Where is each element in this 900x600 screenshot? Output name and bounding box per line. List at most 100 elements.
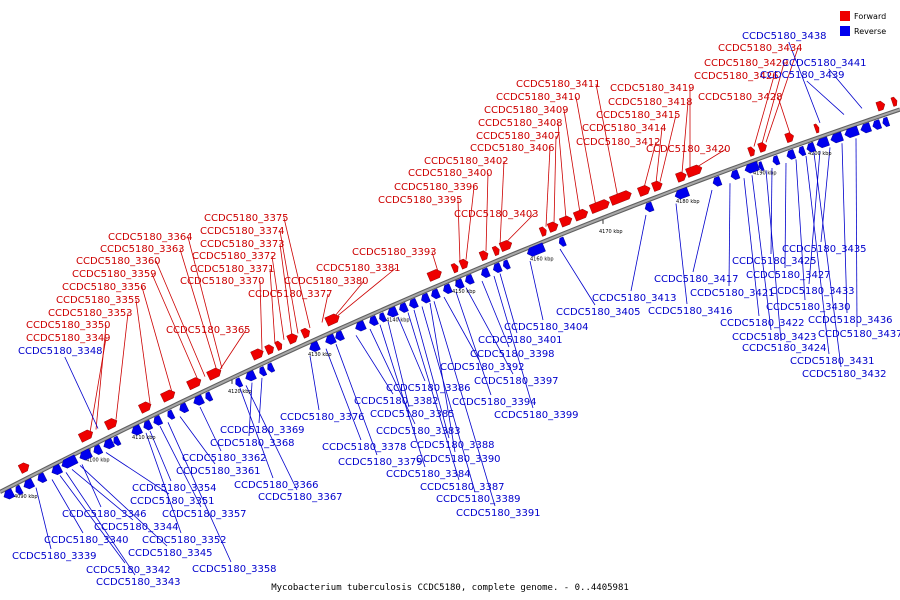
- gene-ccdc5180-3391[interactable]: [420, 292, 431, 304]
- gene-label[interactable]: CCDC5180_3348: [18, 346, 103, 357]
- gene-label[interactable]: CCDC5180_3380: [284, 276, 369, 287]
- gene-label[interactable]: CCDC5180_3346: [62, 509, 147, 520]
- gene-ccdc5180-3344[interactable]: [50, 463, 64, 477]
- gene-label[interactable]: CCDC5180_3390: [416, 454, 501, 465]
- gene-ccdc5180-3395[interactable]: [558, 214, 573, 228]
- gene-ccdc5180-3340[interactable]: [14, 484, 24, 496]
- gene-label[interactable]: CCDC5180_3420: [646, 144, 731, 155]
- gene-ccdc5180-3435[interactable]: [843, 125, 860, 139]
- gene-label[interactable]: CCDC5180_3421: [690, 288, 775, 299]
- gene-ccdc5180-3353[interactable]: [138, 400, 153, 414]
- gene-ccdc5180-3381[interactable]: [538, 226, 548, 237]
- gene-label[interactable]: CCDC5180_3428: [698, 92, 783, 103]
- gene-label[interactable]: CCDC5180_3368: [210, 438, 295, 449]
- gene-label[interactable]: CCDC5180_3362: [182, 453, 267, 464]
- gene-ccdc5180-3415[interactable]: [890, 96, 899, 107]
- gene-label[interactable]: CCDC5180_3366: [234, 480, 319, 491]
- gene-label[interactable]: CCDC5180_3430: [766, 302, 851, 313]
- gene-ccdc5180-3388[interactable]: [386, 306, 399, 318]
- gene-label[interactable]: CCDC5180_3438: [742, 31, 827, 42]
- gene-label[interactable]: CCDC5180_3431: [790, 356, 875, 367]
- gene-ccdc5180-3371[interactable]: [324, 312, 341, 327]
- gene-label[interactable]: CCDC5180_3387: [420, 482, 505, 493]
- gene-label[interactable]: CCDC5180_3391: [456, 508, 541, 519]
- gene-ccdc5180-3356[interactable]: [186, 376, 203, 391]
- gene-ccdc5180-3372[interactable]: [426, 268, 443, 282]
- gene-ccdc5180-3389[interactable]: [398, 302, 409, 313]
- gene-label[interactable]: CCDC5180_3355: [56, 295, 141, 306]
- gene-label[interactable]: CCDC5180_3434: [718, 43, 803, 54]
- gene-label[interactable]: CCDC5180_3377: [248, 289, 333, 300]
- gene-ccdc5180-3438[interactable]: [881, 116, 891, 127]
- gene-ccdc5180-3394[interactable]: [442, 283, 453, 295]
- gene-label[interactable]: CCDC5180_3408: [478, 118, 563, 129]
- gene-label[interactable]: CCDC5180_3398: [470, 349, 555, 360]
- gene-label[interactable]: CCDC5180_3436: [808, 315, 893, 326]
- gene-label[interactable]: CCDC5180_3393: [352, 247, 437, 258]
- gene-label[interactable]: CCDC5180_3402: [424, 156, 509, 167]
- gene-label[interactable]: CCDC5180_3423: [732, 332, 817, 343]
- gene-ccdc5180-3403[interactable]: [637, 184, 651, 197]
- gene-label[interactable]: CCDC5180_3425: [732, 256, 817, 267]
- gene-ccdc5180-3343[interactable]: [36, 472, 48, 485]
- gene-ccdc5180-3379[interactable]: [266, 362, 276, 374]
- gene-ccdc5180-3407[interactable]: [675, 170, 688, 183]
- gene-ccdc5180-3358[interactable]: [142, 419, 154, 432]
- gene-ccdc5180-3362[interactable]: [166, 409, 176, 421]
- gene-label[interactable]: CCDC5180_3369: [220, 425, 305, 436]
- gene-ccdc5180-3404[interactable]: [502, 259, 511, 271]
- gene-ccdc5180-3398[interactable]: [464, 274, 475, 285]
- gene-label[interactable]: CCDC5180_3394: [452, 397, 537, 408]
- gene-label[interactable]: CCDC5180_3405: [556, 307, 641, 318]
- gene-ccdc5180-3370[interactable]: [300, 327, 312, 339]
- gene-label[interactable]: CCDC5180_3350: [26, 320, 111, 331]
- gene-ccdc5180-3427[interactable]: [785, 149, 797, 160]
- gene-ccdc5180-3436[interactable]: [859, 122, 872, 135]
- gene-label[interactable]: CCDC5180_3352: [142, 535, 227, 546]
- gene-ccdc5180-3432[interactable]: [815, 136, 830, 149]
- gene-label[interactable]: CCDC5180_3356: [62, 282, 147, 293]
- gene-label[interactable]: CCDC5180_3424: [742, 343, 827, 354]
- gene-label[interactable]: CCDC5180_3441: [782, 58, 867, 69]
- gene-ccdc5180-3350[interactable]: [103, 417, 119, 431]
- gene-ccdc5180-3424[interactable]: [757, 161, 765, 172]
- gene-label[interactable]: CCDC5180_3349: [26, 333, 111, 344]
- gene-label[interactable]: CCDC5180_3364: [108, 232, 193, 243]
- gene-label[interactable]: CCDC5180_3378: [322, 442, 407, 453]
- gene-label[interactable]: CCDC5180_3401: [478, 335, 563, 346]
- gene-label[interactable]: CCDC5180_3414: [582, 123, 667, 134]
- gene-label[interactable]: CCDC5180_3373: [200, 239, 285, 250]
- gene-ccdc5180-3396[interactable]: [572, 208, 589, 222]
- gene-ccdc5180-3351[interactable]: [92, 444, 104, 457]
- gene-label[interactable]: CCDC5180_3367: [258, 492, 343, 503]
- gene-label[interactable]: CCDC5180_3435: [782, 244, 867, 255]
- gene-label[interactable]: CCDC5180_3386: [386, 383, 471, 394]
- gene-label[interactable]: CCDC5180_3383: [376, 426, 461, 437]
- gene-ccdc5180-3406[interactable]: [651, 180, 664, 192]
- gene-ccdc5180-3366[interactable]: [178, 402, 190, 415]
- gene-label[interactable]: CCDC5180_3375: [204, 213, 289, 224]
- gene-label[interactable]: CCDC5180_3399: [494, 410, 579, 421]
- gene-ccdc5180-3363[interactable]: [264, 343, 276, 356]
- gene-ccdc5180-3359[interactable]: [206, 366, 223, 381]
- gene-label[interactable]: CCDC5180_3413: [592, 293, 677, 304]
- gene-ccdc5180-3400[interactable]: [588, 198, 611, 214]
- gene-ccdc5180-3411[interactable]: [784, 132, 796, 143]
- gene-ccdc5180-3378[interactable]: [258, 366, 268, 377]
- gene-ccdc5180-3405[interactable]: [526, 242, 546, 258]
- gene-ccdc5180-3425[interactable]: [771, 155, 781, 166]
- gene-label[interactable]: CCDC5180_3392: [440, 362, 525, 373]
- gene-ccdc5180-3354[interactable]: [112, 435, 122, 447]
- gene-ccdc5180-3376[interactable]: [244, 370, 257, 382]
- gene-label[interactable]: CCDC5180_3384: [386, 469, 471, 480]
- gene-ccdc5180-3349[interactable]: [77, 428, 95, 443]
- gene-ccdc5180-3348[interactable]: [17, 461, 31, 474]
- gene-ccdc5180-3417[interactable]: [673, 186, 690, 200]
- gene-ccdc5180-3375[interactable]: [478, 249, 490, 262]
- gene-label[interactable]: CCDC5180_3354: [132, 483, 217, 494]
- gene-ccdc5180-3380[interactable]: [498, 239, 514, 252]
- gene-label[interactable]: CCDC5180_3370: [180, 276, 265, 287]
- gene-label[interactable]: CCDC5180_3361: [176, 466, 261, 477]
- gene-ccdc5180-3384[interactable]: [334, 330, 345, 342]
- gene-label[interactable]: CCDC5180_3363: [100, 244, 185, 255]
